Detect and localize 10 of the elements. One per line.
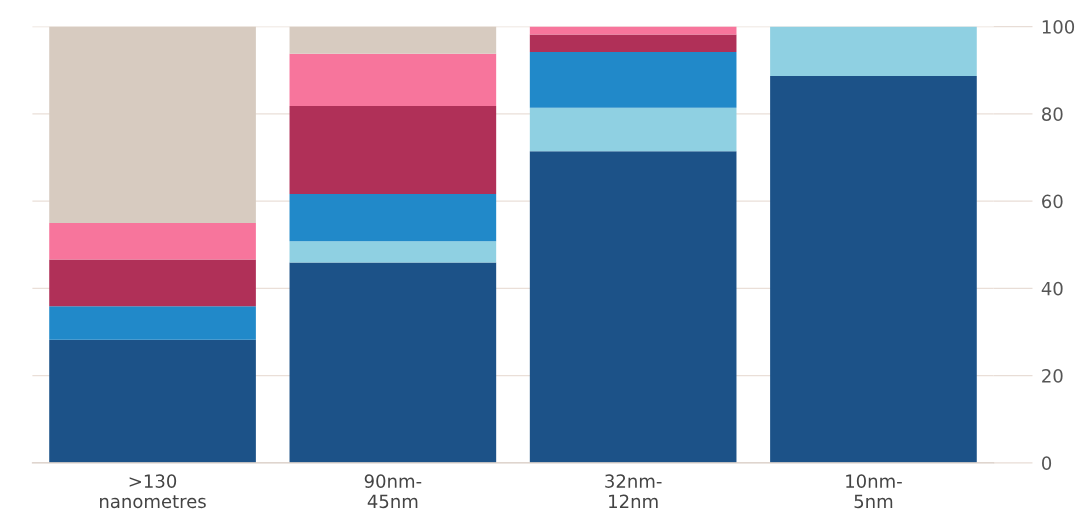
x-tick-label: 90nm- 45nm [364, 474, 422, 509]
y-tick-label: 0 [1042, 456, 1052, 470]
y-tick-label: 80 [1042, 107, 1063, 121]
y-tick-label: 20 [1042, 369, 1063, 383]
x-tick-label: >130 nanometres [100, 474, 206, 509]
y-tick-label: 100 [1042, 20, 1075, 34]
y-tick-label: 40 [1041, 281, 1063, 296]
x-tick-label: 10nm- 5nm [846, 474, 902, 509]
y-tick-label: 60 [1042, 194, 1063, 209]
x-tick-label: 32nm- 12nm [605, 474, 662, 508]
